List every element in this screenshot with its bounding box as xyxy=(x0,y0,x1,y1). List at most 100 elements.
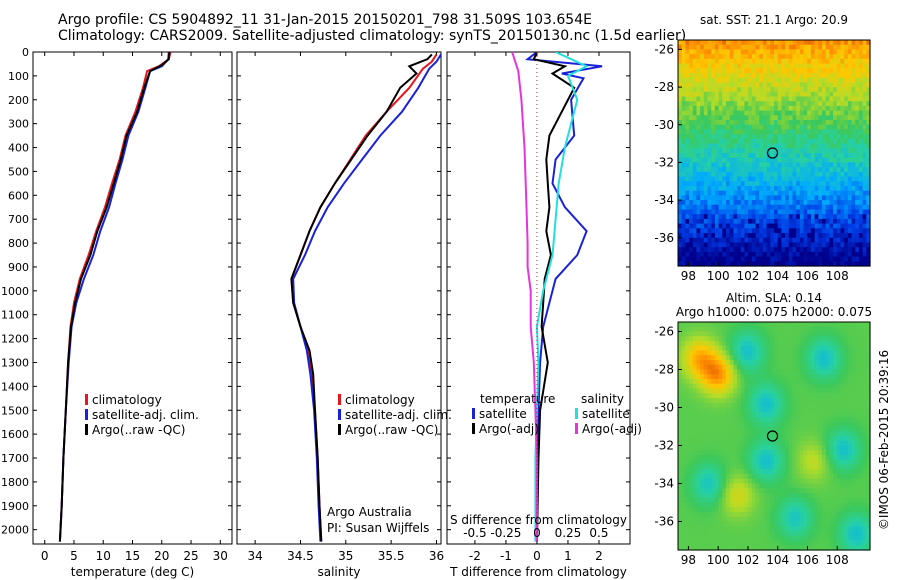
map-cell xyxy=(792,87,797,93)
map-cell xyxy=(714,469,720,475)
map-cell xyxy=(814,336,819,342)
map-cell xyxy=(755,388,760,394)
map-cell xyxy=(770,507,775,513)
map-cell xyxy=(762,110,768,116)
map-cell xyxy=(729,72,734,79)
map-cell xyxy=(740,459,746,466)
map-cell xyxy=(833,63,838,69)
map-cell xyxy=(748,228,753,234)
map-cell xyxy=(678,355,683,361)
map-cell xyxy=(792,54,797,60)
map-cell xyxy=(818,322,823,328)
map-cell xyxy=(866,204,871,211)
map-cell xyxy=(825,350,830,356)
map-cell xyxy=(855,87,860,93)
map-cell xyxy=(733,223,738,229)
map-cell xyxy=(696,105,701,112)
map-cell xyxy=(851,162,856,168)
map-cell xyxy=(718,364,723,371)
map-cell xyxy=(833,82,838,88)
map-cell xyxy=(726,445,731,451)
map-cell xyxy=(748,54,753,60)
map-cell xyxy=(829,469,834,475)
map-cell xyxy=(825,228,830,234)
map-cell xyxy=(722,204,727,211)
map-cell xyxy=(733,516,738,523)
map-cell xyxy=(858,223,864,229)
map-cell xyxy=(737,360,742,366)
map-cell xyxy=(733,190,738,196)
map-cell xyxy=(818,474,823,480)
map-cell xyxy=(774,162,779,168)
map-cell xyxy=(748,355,753,361)
map-cell xyxy=(844,374,849,380)
map-cell xyxy=(799,181,805,187)
map-cell xyxy=(707,77,712,83)
map-cell xyxy=(689,345,694,352)
map-cell xyxy=(748,134,753,140)
map-cell xyxy=(703,171,709,178)
map-cell xyxy=(678,58,683,65)
map-cell xyxy=(711,87,716,93)
map-cell xyxy=(681,157,686,164)
map-cell xyxy=(803,464,808,470)
map-cell xyxy=(711,417,716,423)
map-cell xyxy=(836,445,842,451)
map-cell xyxy=(818,478,823,485)
map-cell xyxy=(744,190,749,196)
map-cell xyxy=(818,101,823,107)
map-cell xyxy=(825,49,830,55)
map-cell xyxy=(759,233,764,239)
map-cell xyxy=(851,421,856,428)
map-cell xyxy=(785,190,790,196)
map-cell xyxy=(740,426,746,432)
map-cell xyxy=(770,483,775,489)
map-cell xyxy=(847,247,853,253)
map-cell xyxy=(858,369,864,375)
map-cell xyxy=(792,464,797,470)
map-cell xyxy=(681,251,686,258)
map-cell xyxy=(788,44,794,51)
map-cell xyxy=(858,251,864,258)
map-cell xyxy=(774,228,779,234)
map-cell xyxy=(810,450,816,456)
map-cell xyxy=(866,450,871,456)
map-cell xyxy=(766,407,771,413)
map-cell xyxy=(851,512,856,518)
map-cell xyxy=(803,493,808,499)
map-cell xyxy=(774,82,779,88)
map-cell xyxy=(822,402,827,409)
map-cell xyxy=(726,171,731,178)
map-cell xyxy=(785,521,790,527)
map-cell xyxy=(703,388,709,394)
series-line xyxy=(532,52,576,542)
map-cell xyxy=(718,345,723,352)
map-cell xyxy=(707,516,712,523)
map-cell xyxy=(696,436,701,442)
map-cell xyxy=(799,162,805,168)
map-cell xyxy=(833,417,838,423)
map-cell xyxy=(833,223,838,229)
map-cell xyxy=(748,516,753,523)
map-cell xyxy=(840,388,845,394)
map-cell xyxy=(755,176,760,182)
map-cell xyxy=(748,469,753,475)
map-cell xyxy=(762,364,768,371)
map-cell xyxy=(685,374,690,380)
map-cell xyxy=(774,440,779,447)
map-cell xyxy=(862,233,867,239)
map-cell xyxy=(726,402,731,409)
map-cell xyxy=(700,450,705,456)
map-cell xyxy=(707,82,712,88)
map-cell xyxy=(781,58,786,65)
map-cell xyxy=(681,469,686,475)
map-cell xyxy=(866,63,871,69)
map-cell xyxy=(807,153,812,159)
map-cell xyxy=(781,322,786,328)
map-cell xyxy=(851,440,856,447)
map-cell xyxy=(847,105,853,112)
map-cell xyxy=(814,251,819,258)
map-cell xyxy=(718,218,723,225)
map-cell xyxy=(818,72,823,79)
map-cell xyxy=(755,63,760,69)
